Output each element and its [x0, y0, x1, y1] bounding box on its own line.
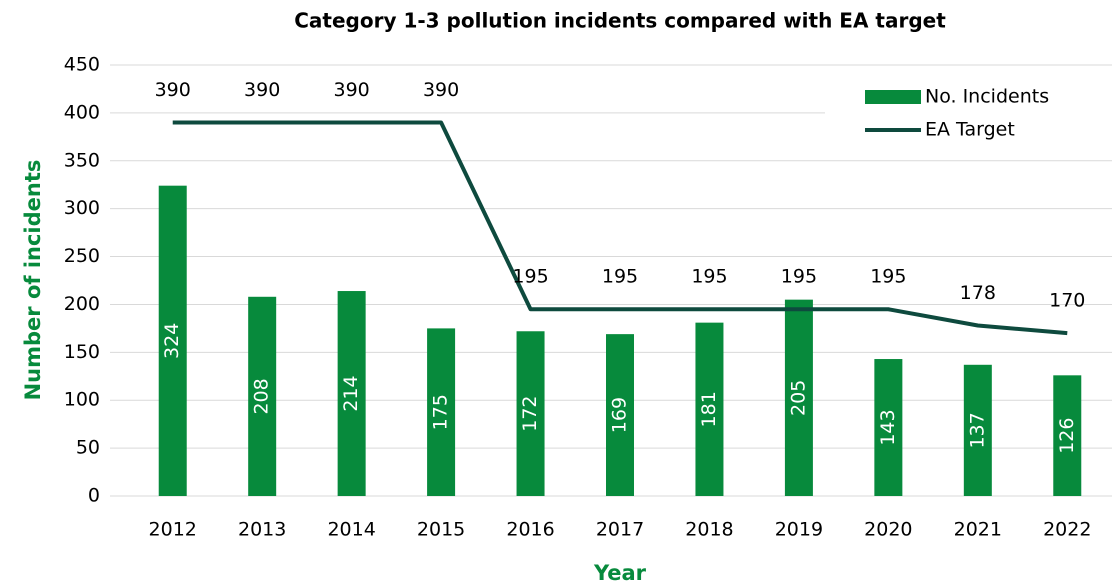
bar [606, 334, 634, 496]
line-value-label: 195 [781, 266, 817, 288]
line-value-label: 390 [155, 79, 191, 101]
y-tick-label: 150 [64, 341, 100, 363]
bar-value-label: 208 [251, 378, 273, 414]
y-tick-label: 300 [64, 197, 100, 219]
line-value-label: 195 [870, 266, 906, 288]
bar [158, 185, 187, 496]
y-tick-label: 250 [64, 245, 100, 267]
line-value-label: 195 [602, 266, 638, 288]
x-axis-label: Year [593, 561, 647, 585]
x-tick-label: 2018 [685, 519, 733, 541]
legend-label: No. Incidents [925, 86, 1049, 108]
bar-value-label: 143 [877, 409, 899, 445]
bar [248, 296, 277, 496]
bar [874, 359, 903, 496]
legend-swatch [865, 90, 921, 104]
bar-value-label: 126 [1056, 418, 1078, 454]
y-tick-label: 100 [64, 389, 100, 411]
legend-label: EA Target [925, 119, 1015, 141]
x-tick-label: 2015 [417, 519, 465, 541]
bar-value-label: 181 [698, 391, 720, 427]
line-value-label: 390 [244, 79, 280, 101]
line-value-label: 195 [691, 266, 727, 288]
x-tick-label: 2019 [775, 519, 823, 541]
bar-value-label: 214 [340, 375, 362, 411]
chart-title: Category 1-3 pollution incidents compare… [294, 9, 946, 33]
y-tick-label: 0 [88, 485, 100, 507]
line-value-label: 390 [423, 79, 459, 101]
x-tick-label: 2014 [327, 519, 375, 541]
bar [337, 291, 366, 496]
bar [1053, 375, 1082, 496]
bar [963, 364, 992, 496]
y-tick-label: 200 [64, 293, 100, 315]
bar-value-label: 137 [966, 412, 988, 448]
bar-value-label: 175 [430, 394, 452, 430]
x-tick-label: 2016 [506, 519, 554, 541]
line-value-label: 178 [960, 282, 996, 304]
x-tick-label: 2020 [864, 519, 912, 541]
bar-value-label: 324 [161, 323, 183, 359]
x-tick-label: 2012 [149, 519, 197, 541]
bar-value-label: 172 [519, 395, 541, 431]
line-value-label: 195 [512, 266, 548, 288]
y-axis-label: Number of incidents [21, 160, 45, 401]
x-tick-label: 2021 [954, 519, 1002, 541]
x-tick-label: 2022 [1043, 519, 1091, 541]
y-tick-label: 350 [64, 149, 100, 171]
y-tick-label: 400 [64, 101, 100, 123]
bar [784, 299, 813, 496]
bar-value-label: 169 [609, 397, 631, 433]
line-value-label: 390 [334, 79, 370, 101]
bar [427, 328, 456, 496]
x-tick-label: 2017 [596, 519, 644, 541]
bar [516, 331, 545, 496]
x-tick-label: 2013 [238, 519, 286, 541]
y-tick-label: 50 [76, 437, 100, 459]
bar-value-label: 205 [787, 380, 809, 416]
bar [695, 322, 724, 496]
y-tick-label: 450 [64, 54, 100, 76]
line-value-label: 170 [1049, 290, 1085, 312]
line [172, 120, 1068, 336]
